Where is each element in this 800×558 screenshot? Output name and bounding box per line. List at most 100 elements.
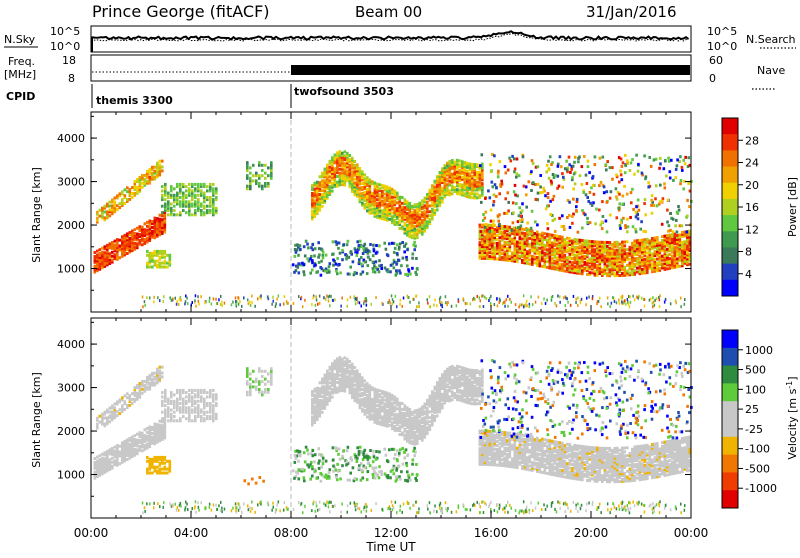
- power-cell: [565, 160, 568, 163]
- power-cell: [376, 183, 379, 186]
- velocity-cell: [151, 472, 154, 475]
- power-cell: [549, 155, 552, 158]
- velocity-cell: [161, 468, 164, 471]
- power-cell: [539, 251, 542, 254]
- power-cell: [484, 217, 487, 220]
- velocity-cell: [134, 438, 137, 441]
- power-cell: [361, 192, 364, 195]
- velocity-cell: [104, 417, 107, 420]
- power-cell: [403, 245, 406, 248]
- power-cell: [322, 251, 325, 254]
- power-cell: [496, 234, 499, 237]
- velocity-cell: [149, 472, 152, 475]
- velocity-cell: [206, 391, 209, 394]
- power-cell: [581, 183, 584, 186]
- power-cell: [141, 243, 144, 246]
- power-cell: [146, 180, 149, 183]
- velocity-cell: [270, 380, 273, 383]
- power-cell: [604, 241, 607, 244]
- velocity-cell: [111, 461, 114, 464]
- power-cell: [485, 211, 488, 214]
- power-cell: [389, 302, 391, 305]
- power-cell: [351, 157, 354, 160]
- power-cell: [651, 237, 654, 240]
- power-cell: [632, 295, 634, 298]
- power-cell: [279, 303, 281, 306]
- power-cell: [440, 296, 442, 299]
- power-ylabel: Slant Range [km]: [30, 167, 43, 263]
- velocity-cell: [252, 385, 255, 388]
- power-cell: [337, 264, 340, 267]
- power-cell: [446, 162, 449, 165]
- power-cell: [681, 166, 684, 169]
- power-cell: [497, 304, 499, 307]
- power-cell: [629, 271, 632, 274]
- power-cell: [364, 191, 367, 194]
- power-cell: [96, 217, 99, 220]
- power-cell: [623, 185, 626, 188]
- power-cell: [605, 163, 608, 166]
- power-cell: [293, 302, 295, 305]
- power-cell: [366, 188, 369, 191]
- power-cell: [134, 180, 137, 183]
- power-cell: [588, 296, 590, 299]
- power-cell: [586, 221, 589, 224]
- power-cell: [119, 192, 122, 195]
- velocity-cell: [156, 368, 159, 371]
- power-cell: [144, 300, 146, 303]
- power-cell: [581, 227, 584, 230]
- power-cell: [616, 241, 619, 244]
- power-cell: [212, 198, 215, 201]
- velocity-cell: [264, 388, 267, 391]
- power-cell: [529, 237, 532, 240]
- power-cell: [682, 159, 685, 162]
- power-cell: [170, 194, 173, 197]
- velocity-cell: [246, 391, 249, 394]
- power-cell: [649, 299, 651, 302]
- power-cell: [494, 242, 497, 245]
- power-cell: [636, 267, 639, 270]
- power-cell: [195, 305, 197, 308]
- power-cell: [476, 196, 479, 199]
- power-cell: [441, 187, 444, 190]
- power-cell: [129, 198, 132, 201]
- velocity-cell: [96, 417, 99, 420]
- power-cell: [559, 235, 562, 238]
- power-cell: [375, 260, 378, 263]
- power-cell: [341, 249, 344, 252]
- power-cell: [96, 211, 99, 214]
- velocity-cell: [258, 380, 261, 383]
- power-cell: [573, 172, 576, 175]
- power-cell: [513, 190, 516, 193]
- power-cell: [604, 255, 607, 258]
- power-cell: [111, 241, 114, 244]
- velocity-cell: [94, 461, 97, 464]
- power-cell: [498, 223, 501, 226]
- power-colorbar-tick-label: 20: [745, 179, 759, 192]
- power-cell: [606, 201, 609, 204]
- power-cell: [441, 301, 443, 304]
- velocity-cell: [194, 415, 197, 418]
- power-cell: [464, 161, 467, 164]
- power-cell: [525, 193, 528, 196]
- power-cell: [539, 233, 542, 236]
- power-cell: [206, 205, 209, 208]
- power-cell: [469, 192, 472, 195]
- power-cell: [596, 264, 599, 267]
- velocity-cell: [109, 407, 112, 410]
- power-cell: [552, 173, 555, 176]
- power-cell: [484, 235, 487, 238]
- velocity-cell: [116, 410, 119, 413]
- power-cell: [653, 159, 656, 162]
- power-cell: [101, 251, 104, 254]
- power-cell: [481, 224, 484, 227]
- power-cell: [537, 165, 540, 168]
- velocity-cell: [200, 415, 203, 418]
- power-cell: [261, 164, 264, 167]
- power-cell: [494, 228, 497, 231]
- power-cell: [541, 302, 543, 305]
- power-cell: [598, 184, 601, 187]
- power-cell: [459, 189, 462, 192]
- power-cell: [396, 221, 399, 224]
